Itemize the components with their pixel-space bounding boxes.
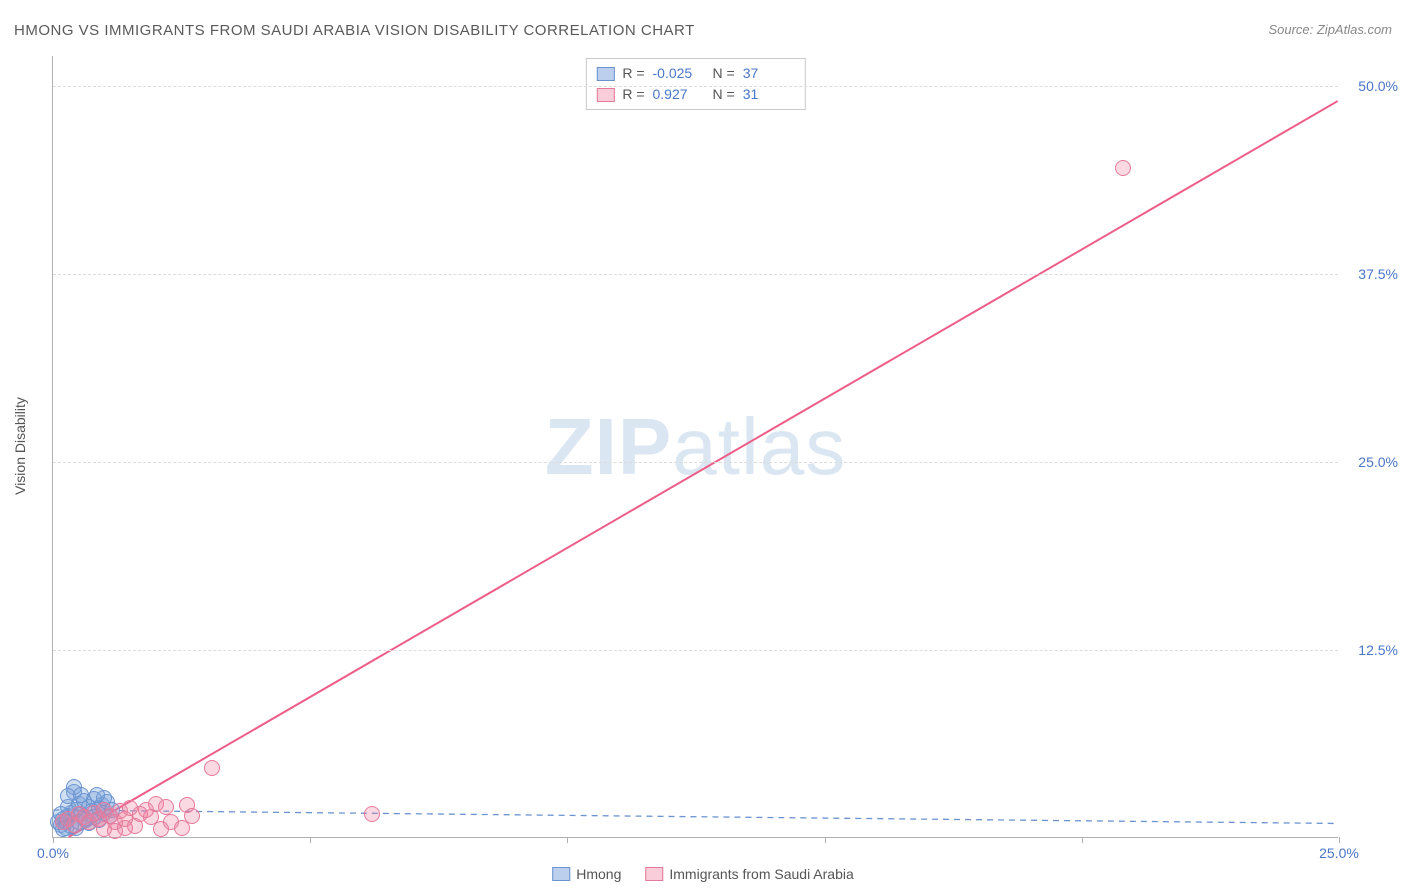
y-axis-label: Vision Disability: [12, 397, 28, 495]
swatch-blue-icon: [596, 67, 614, 81]
correlation-stats-box: R = -0.025 N = 37 R = 0.927 N = 31: [585, 58, 805, 110]
legend-label-1: Immigrants from Saudi Arabia: [669, 866, 853, 882]
stat-n-label: N =: [713, 63, 735, 84]
scatter-point: [364, 806, 380, 822]
y-tick-label: 37.5%: [1343, 266, 1398, 282]
stat-n-label: N =: [713, 84, 735, 105]
x-tick: [1082, 837, 1083, 843]
legend-label-0: Hmong: [576, 866, 621, 882]
x-tick: [53, 837, 54, 843]
trend-line: [53, 810, 1337, 824]
scatter-point: [89, 787, 105, 803]
x-tick: [310, 837, 311, 843]
gridline: [53, 650, 1338, 651]
stat-r-value-0: -0.025: [653, 63, 705, 84]
stats-row-series-1: R = 0.927 N = 31: [596, 84, 794, 105]
legend-item-1: Immigrants from Saudi Arabia: [645, 866, 853, 882]
swatch-blue-icon: [552, 867, 570, 881]
x-tick: [825, 837, 826, 843]
scatter-point: [158, 799, 174, 815]
x-tick-label: 25.0%: [1319, 845, 1359, 861]
stat-n-value-0: 37: [743, 63, 795, 84]
y-tick-label: 25.0%: [1343, 454, 1398, 470]
gridline: [53, 462, 1338, 463]
y-tick-label: 50.0%: [1343, 78, 1398, 94]
swatch-pink-icon: [645, 867, 663, 881]
stat-r-label: R =: [622, 84, 644, 105]
scatter-plot-area: ZIPatlas R = -0.025 N = 37 R = 0.927 N =…: [52, 56, 1338, 838]
legend: Hmong Immigrants from Saudi Arabia: [552, 866, 854, 882]
stat-n-value-1: 31: [743, 84, 795, 105]
stats-row-series-0: R = -0.025 N = 37: [596, 63, 794, 84]
swatch-pink-icon: [596, 88, 614, 102]
scatter-point: [1115, 160, 1131, 176]
scatter-point: [117, 820, 133, 836]
y-tick-label: 12.5%: [1343, 642, 1398, 658]
gridline: [53, 86, 1338, 87]
gridline: [53, 274, 1338, 275]
trend-lines-layer: [53, 56, 1338, 837]
x-tick-label: 0.0%: [37, 845, 69, 861]
scatter-point: [184, 808, 200, 824]
x-tick: [567, 837, 568, 843]
stat-r-value-1: 0.927: [653, 84, 705, 105]
trend-line: [69, 101, 1338, 837]
chart-title: HMONG VS IMMIGRANTS FROM SAUDI ARABIA VI…: [14, 22, 695, 39]
x-tick: [1339, 837, 1340, 843]
stat-r-label: R =: [622, 63, 644, 84]
legend-item-0: Hmong: [552, 866, 621, 882]
scatter-point: [204, 760, 220, 776]
scatter-point: [73, 787, 89, 803]
source-attribution: Source: ZipAtlas.com: [1268, 22, 1392, 37]
